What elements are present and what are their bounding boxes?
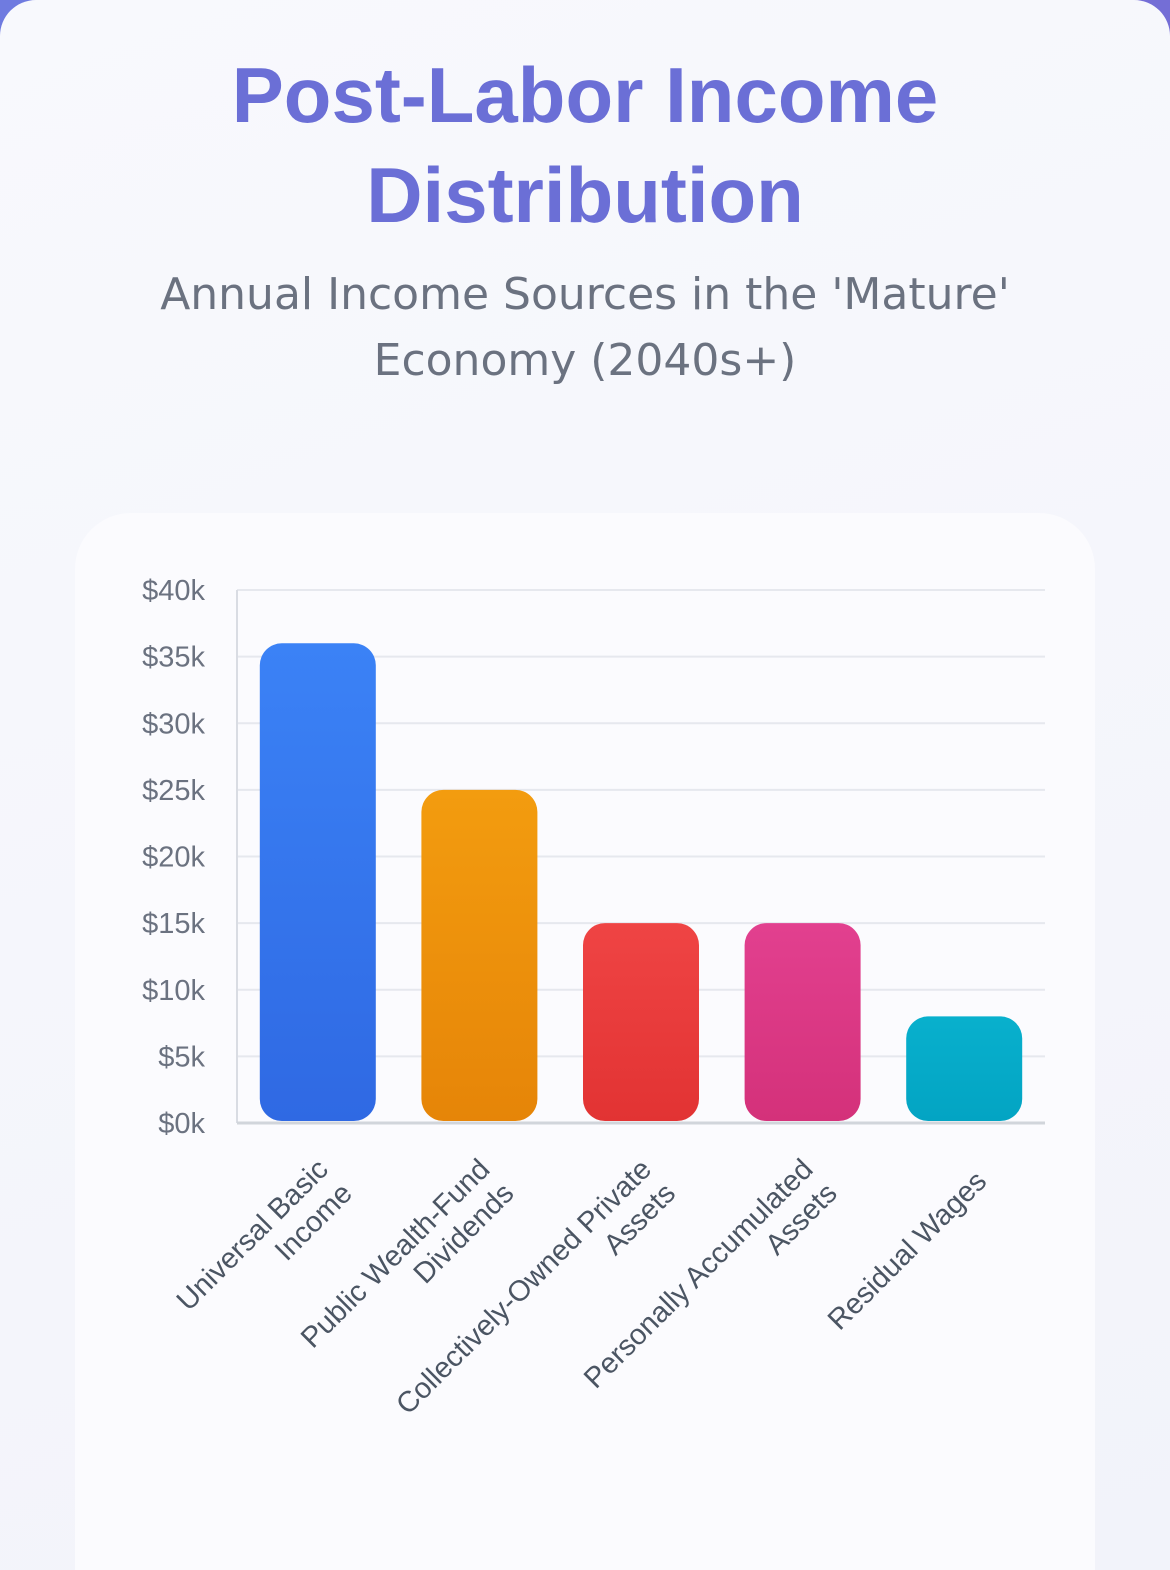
- y-tick-label: $40k: [142, 575, 205, 607]
- bars: [259, 643, 1023, 1121]
- bar-1: [259, 643, 376, 1121]
- page-title-line-1: Post-Labor Income: [231, 51, 939, 139]
- y-tick-label: $35k: [142, 642, 205, 674]
- x-category-label-line: Residual Wages: [822, 1165, 993, 1336]
- page-title: Post-Labor Income Distribution: [0, 45, 1170, 245]
- page-subtitle: Annual Income Sources in the 'Mature' Ec…: [80, 262, 1090, 394]
- page-title-line-2: Distribution: [366, 151, 804, 239]
- y-tick-label: $0k: [158, 1108, 205, 1140]
- x-category-label: Residual Wages: [822, 1165, 993, 1336]
- page-subtitle-line-1: Annual Income Sources in the 'Mature': [160, 269, 1010, 320]
- axes: [236, 590, 1045, 1125]
- y-tick-label: $20k: [142, 842, 205, 874]
- page-subtitle-line-2: Economy (2040s+): [373, 335, 797, 386]
- y-tick-label: $5k: [158, 1041, 205, 1073]
- y-tick-label: $25k: [142, 775, 205, 807]
- y-axis-tick-labels: $0k $5k $10k $15k $20k $25k $30k $35k $40k: [142, 575, 205, 1140]
- bar-5: [906, 1016, 1023, 1121]
- bar-chart: $0k $5k $10k $15k $20k $25k $30k $35k $40k Unive…: [142, 575, 1045, 1421]
- y-tick-label: $15k: [142, 908, 205, 940]
- y-tick-label: $10k: [142, 975, 205, 1007]
- bar-3: [583, 923, 699, 1121]
- chart-card: $0k $5k $10k $15k $20k $25k $30k $35k $40k Unive…: [75, 513, 1095, 1570]
- bar-2: [421, 789, 538, 1121]
- bar-4: [744, 923, 861, 1121]
- y-tick-label: $30k: [142, 708, 205, 740]
